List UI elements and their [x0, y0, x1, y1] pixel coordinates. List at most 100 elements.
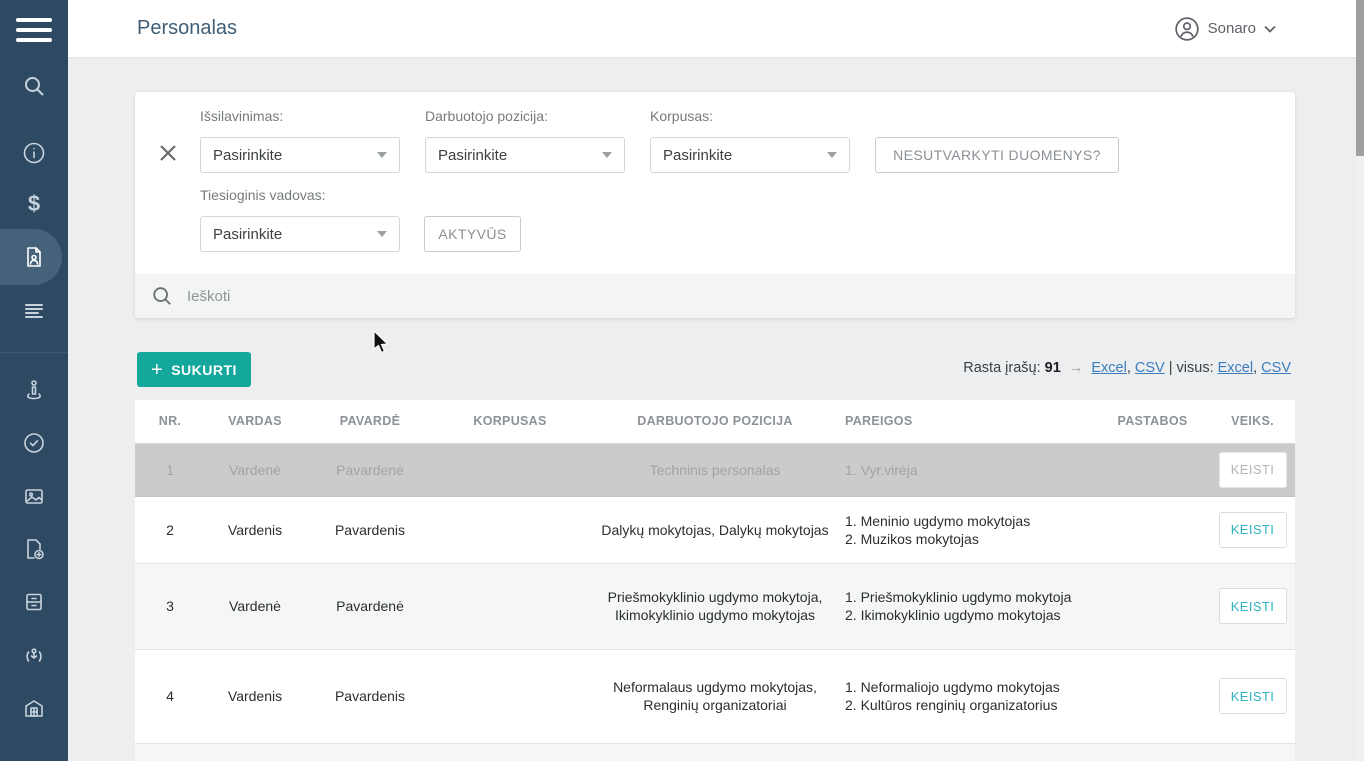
sidebar-item-person-location[interactable] — [0, 368, 68, 412]
row-cell — [585, 743, 845, 761]
manager-dropdown[interactable]: Pasirinkite — [200, 216, 400, 252]
export-csv-link[interactable]: CSV — [1134, 360, 1165, 376]
table-row[interactable]: 4 Vardenis Pavardenis Neformalaus ugdymo mo… — [135, 649, 1295, 744]
korpusas-dropdown[interactable]: Pasirinkite — [650, 137, 850, 173]
sidebar-item-archive[interactable] — [0, 580, 68, 624]
row-actions: KEISTI — [1210, 563, 1295, 650]
separator: , — [1253, 360, 1258, 376]
row-cell — [435, 743, 585, 761]
row-korpusas — [435, 496, 585, 564]
menu-icon[interactable] — [16, 12, 52, 46]
row-pareigos: 1. Meninio ugdymo mokytojas 2. Muzikos m… — [845, 496, 1095, 564]
row-korpusas — [435, 649, 585, 744]
table-row[interactable]: 2 Vardenis Pavardenis Dalykų mokytojas, Dal… — [135, 496, 1295, 564]
page-title: Personalas — [137, 17, 238, 39]
all-label: | visus: — [1168, 360, 1214, 376]
file-add-icon — [27, 539, 44, 560]
row-vardas: Vardenė — [205, 563, 305, 650]
search-icon — [153, 287, 171, 305]
main-content: Išsilavinimas: Pasirinkite Darbuotojo po… — [68, 58, 1364, 761]
sidebar-item-quality[interactable] — [0, 421, 68, 465]
filter-label-manager: Tiesioginis vadovas: — [200, 187, 326, 203]
page-scrollbar[interactable] — [1356, 0, 1364, 761]
dropdown-value: Pasirinkite — [438, 146, 508, 164]
filter-label-korpusas: Korpusas: — [650, 108, 714, 124]
sidebar-item-search[interactable] — [0, 64, 68, 108]
results-summary: Rasta įrašų: 91 → Excel, CSV | visus: Ex… — [137, 360, 1291, 376]
list-icon — [25, 304, 43, 318]
top-bar: Personalas Sonaro — [68, 0, 1356, 58]
row-pozicija: Neformalaus ugdymo mokytojas, Renginių o… — [585, 649, 845, 744]
export-all-csv-link[interactable]: CSV — [1261, 360, 1291, 376]
unsorted-data-button[interactable]: NESUTVARKYTI DUOMENYS? — [875, 137, 1119, 173]
sidebar-item-finance[interactable]: $ — [0, 182, 68, 226]
row-nr: 4 — [135, 649, 205, 744]
row-pavarde: Pavardenė — [305, 443, 435, 497]
sidebar-item-personnel[interactable] — [0, 229, 68, 285]
clear-filters-button[interactable] — [157, 142, 181, 166]
sidebar: $ — [0, 0, 68, 761]
position-dropdown[interactable]: Pasirinkite — [425, 137, 625, 173]
dropdown-value: Pasirinkite — [213, 225, 283, 243]
table-row[interactable]: 3 Vardenė Pavardenė Priešmokyklinio ugdymo … — [135, 563, 1295, 650]
active-filter-button[interactable]: AKTYVŪS — [424, 216, 521, 252]
caret-down-icon — [827, 152, 837, 158]
badge-check-icon — [24, 433, 44, 453]
filter-panel: Išsilavinimas: Pasirinkite Darbuotojo po… — [135, 92, 1295, 318]
col-korpusas: KORPUSAS — [435, 400, 585, 444]
table-header-row: NR. VARDAS PAVARDĖ KORPUSAS DARBUOTOJO P… — [135, 400, 1295, 444]
edit-button[interactable]: KEISTI — [1218, 588, 1287, 624]
close-icon — [160, 145, 176, 161]
results-count: 91 — [1044, 360, 1061, 376]
row-pastabos — [1095, 649, 1210, 744]
row-pareigos: 1. Priešmokyklinio ugdymo mokytoja 2. Ik… — [845, 563, 1095, 650]
row-pavarde: Pavardenė — [305, 563, 435, 650]
row-pozicija: Techninis personalas — [585, 443, 845, 497]
row-nr: 2 — [135, 496, 205, 564]
info-icon — [23, 142, 45, 164]
search-bar — [135, 274, 1295, 318]
row-vardas: Vardenė — [205, 443, 305, 497]
caret-down-icon — [377, 152, 387, 158]
row-pastabos — [1095, 563, 1210, 650]
sidebar-item-info[interactable] — [0, 131, 68, 175]
user-menu[interactable]: Sonaro — [1174, 16, 1276, 42]
education-dropdown[interactable]: Pasirinkite — [200, 137, 400, 173]
sidebar-item-care[interactable] — [0, 633, 68, 677]
edit-button[interactable]: KEISTI — [1218, 511, 1287, 548]
row-vardas: Vardenis — [205, 496, 305, 564]
export-excel-link[interactable]: Excel — [1091, 360, 1127, 376]
col-pozicija: DARBUOTOJO POZICIJA — [585, 400, 845, 444]
sidebar-item-lists[interactable] — [0, 288, 68, 332]
edit-button[interactable]: KEISTI — [1218, 678, 1287, 714]
row-pastabos — [1095, 443, 1210, 497]
row-korpusas — [435, 443, 585, 497]
row-actions: KEISTI — [1210, 443, 1295, 497]
export-all-excel-link[interactable]: Excel — [1217, 360, 1254, 376]
building-icon — [25, 700, 43, 717]
row-nr: 1 — [135, 443, 205, 497]
table-row-partial[interactable] — [135, 743, 1295, 761]
create-button-label: SUKURTI — [171, 361, 237, 378]
row-actions — [1210, 743, 1295, 761]
col-nr: NR. — [135, 400, 205, 444]
scrollbar-thumb[interactable] — [1356, 0, 1364, 156]
sidebar-item-building[interactable] — [0, 686, 68, 730]
row-pozicija: Priešmokyklinio ugdymo mokytoja, Ikimoky… — [585, 563, 845, 650]
sidebar-item-new-document[interactable] — [0, 527, 68, 571]
archive-icon — [26, 593, 42, 611]
sidebar-divider — [0, 352, 68, 353]
chevron-down-icon — [1264, 25, 1276, 33]
col-pareigos: PAREIGOS — [845, 400, 1095, 444]
user-name: Sonaro — [1207, 20, 1256, 37]
row-actions: KEISTI — [1210, 496, 1295, 564]
create-button[interactable]: + SUKURTI — [137, 352, 251, 387]
col-pavarde: PAVARDĖ — [305, 400, 435, 444]
row-cell — [135, 743, 205, 761]
results-label: Rasta įrašų: — [963, 360, 1041, 376]
search-input[interactable] — [187, 287, 1187, 305]
edit-button[interactable]: KEISTI — [1218, 451, 1287, 488]
row-pareigos: 1. Neformaliojo ugdymo mokytojas 2. Kult… — [845, 649, 1095, 744]
table-row[interactable]: 1 Vardenė Pavardenė Techninis personalas 1. … — [135, 443, 1295, 497]
sidebar-item-gallery[interactable] — [0, 474, 68, 518]
